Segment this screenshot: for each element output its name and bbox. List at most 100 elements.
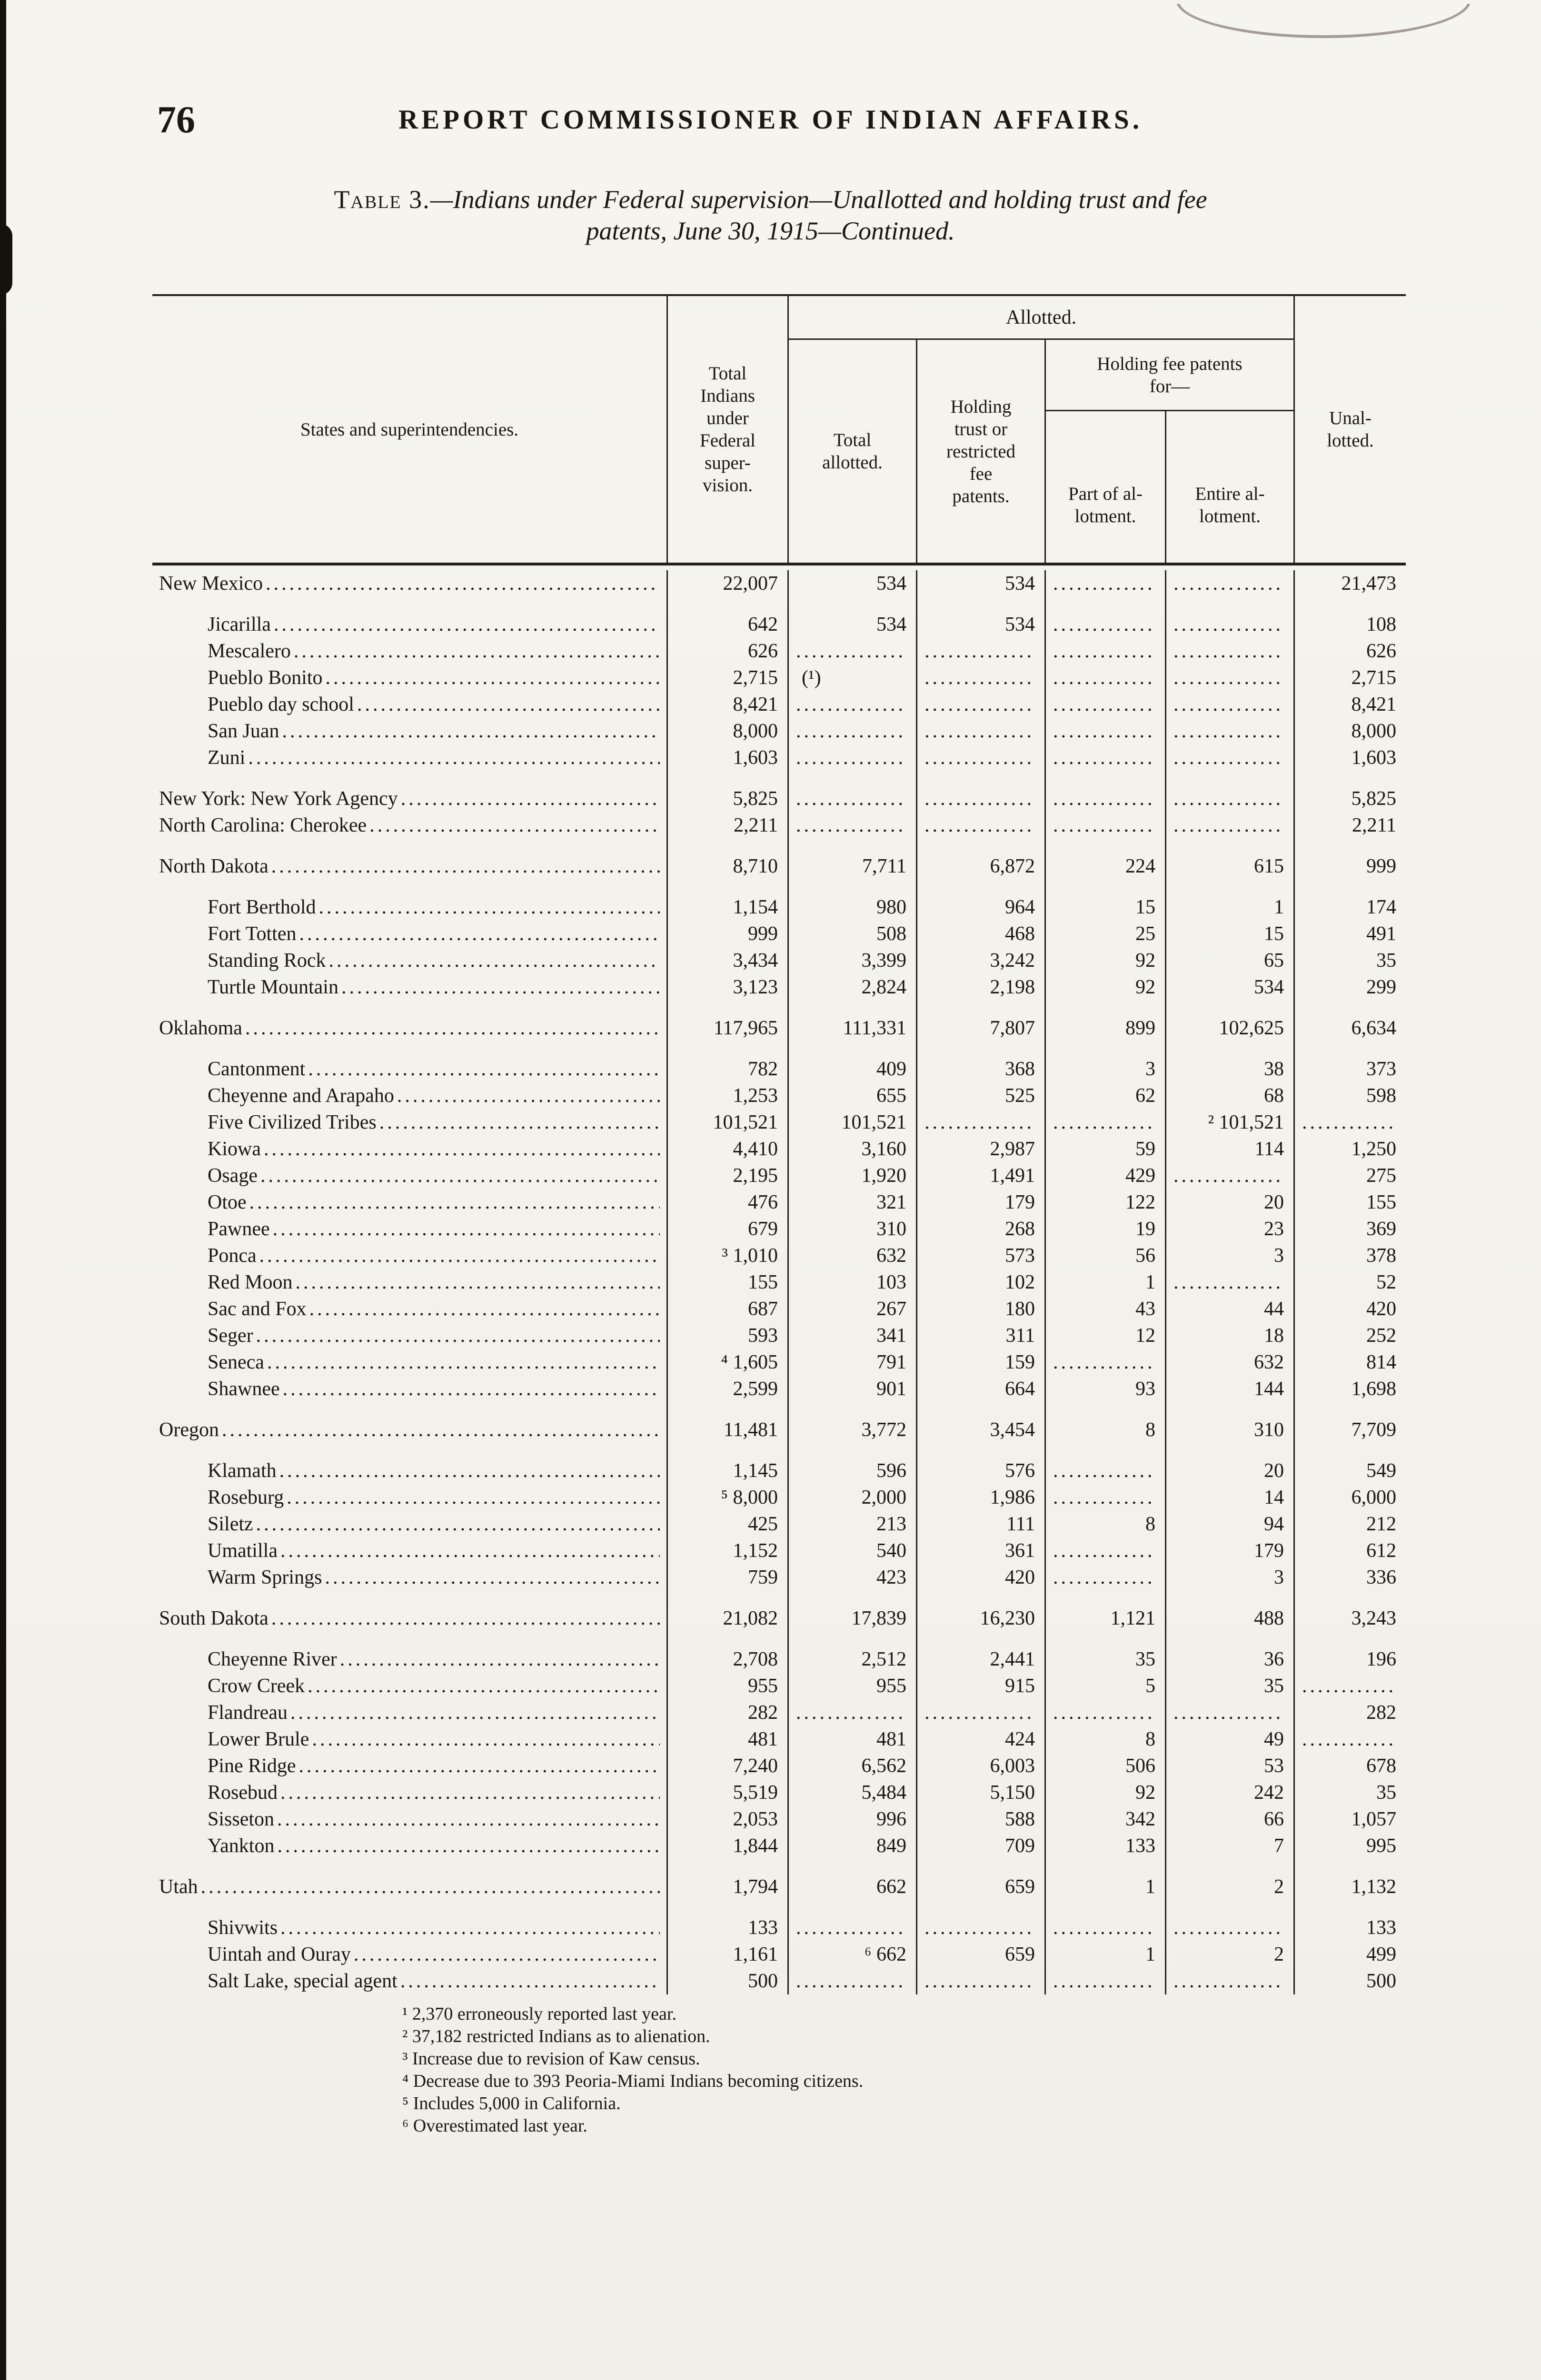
row-label: Pueblo day school xyxy=(208,694,354,715)
column-rule xyxy=(1165,570,1166,1994)
value-cell: 1,154 xyxy=(733,896,778,918)
empty-cell-dots xyxy=(796,1699,906,1726)
value-cell: 3,772 xyxy=(861,1419,907,1441)
dot-leader xyxy=(341,974,660,1001)
value-cell: 12 xyxy=(1135,1325,1155,1347)
value-cell: 534 xyxy=(876,573,906,595)
value-cell: 19 xyxy=(1135,1218,1155,1240)
empty-cell-dots xyxy=(1053,1109,1155,1136)
empty-cell-dots xyxy=(1173,812,1284,839)
empty-cell-dots xyxy=(1053,1564,1155,1591)
data-table: States and superintendencies. Total Indi… xyxy=(152,294,1406,1994)
value-cell: 996 xyxy=(876,1808,906,1830)
value-cell: 995 xyxy=(1366,1835,1396,1857)
value-cell: 534 xyxy=(876,614,906,635)
value-cell: 3,160 xyxy=(861,1138,907,1160)
empty-cell-dots xyxy=(1053,812,1155,839)
table-title-line1: Table 3.—Indians under Federal supervisi… xyxy=(0,184,1541,215)
value-cell: 378 xyxy=(1366,1245,1396,1267)
value-cell: 2,708 xyxy=(733,1648,778,1670)
table-row: Jicarilla 642 534 534 108 xyxy=(152,611,1406,638)
row-label: Umatilla xyxy=(208,1540,278,1562)
value-cell xyxy=(787,1699,916,1726)
value-cell: 268 xyxy=(1005,1218,1035,1240)
empty-cell-dots xyxy=(1173,1968,1284,1994)
value-cell: 6,872 xyxy=(990,855,1035,877)
value-cell: 1,161 xyxy=(733,1944,778,1965)
value-cell: 2,211 xyxy=(734,814,778,836)
value-cell xyxy=(1165,785,1293,812)
value-cell: 3 xyxy=(1274,1567,1284,1588)
dot-leader xyxy=(308,1673,660,1699)
row-label: Sisseton xyxy=(208,1808,275,1830)
row-label-cell: Cheyenne River xyxy=(152,1646,666,1673)
value-cell: 955 xyxy=(876,1675,906,1697)
table-row: Otoe 476 321 179 122 20 155 xyxy=(152,1189,1406,1216)
row-label: Otoe xyxy=(208,1191,247,1213)
value-cell: 18 xyxy=(1264,1325,1284,1347)
value-cell xyxy=(1165,718,1293,744)
value-cell: 310 xyxy=(1254,1419,1284,1441)
row-label: Oklahoma xyxy=(159,1017,242,1039)
value-cell: 267 xyxy=(876,1298,906,1320)
value-cell: 476 xyxy=(748,1191,778,1213)
column-rule xyxy=(787,570,789,1994)
empty-cell-dots xyxy=(1173,691,1284,718)
row-label-cell: Turtle Mountain xyxy=(152,974,666,1001)
col-group-fee-patents: Holding fee patents for— Part of al- lot… xyxy=(1044,340,1293,563)
row-label: Fort Totten xyxy=(208,923,297,945)
footnote: ¹ 2,370 erroneously reported last year. xyxy=(402,2004,676,2024)
empty-cell-dots xyxy=(1302,1726,1396,1753)
table-row: Cantonment 782 409 368 3 38 373 xyxy=(152,1056,1406,1082)
value-cell: 114 xyxy=(1254,1138,1284,1160)
row-label-cell: Oregon xyxy=(152,1417,666,1443)
footnote: ⁴ Decrease due to 393 Peoria-Miami India… xyxy=(402,2071,864,2091)
value-cell: 980 xyxy=(876,896,906,918)
row-label: Cheyenne and Arapaho xyxy=(208,1085,394,1107)
value-cell: 1,986 xyxy=(990,1487,1035,1508)
footnotes: ¹ 2,370 erroneously reported last year. ²… xyxy=(402,2003,1541,2137)
table-row: New York: New York Agency 5,825 5,825 xyxy=(152,785,1406,812)
row-label: Red Moon xyxy=(208,1271,293,1293)
empty-cell-dots xyxy=(1053,1914,1155,1941)
row-label-cell: Pueblo day school xyxy=(152,691,666,718)
value-cell xyxy=(1044,611,1165,638)
row-label: Zuni xyxy=(208,747,246,769)
table-title-line2: patents, June 30, 1915—Continued. xyxy=(586,217,955,245)
row-label: Pine Ridge xyxy=(208,1755,296,1777)
row-label-cell: Jicarilla xyxy=(152,611,666,638)
empty-cell-dots xyxy=(925,1914,1035,1941)
value-cell: 25 xyxy=(1135,923,1155,945)
value-cell: 122 xyxy=(1125,1191,1155,1213)
table-row: Seger 593 341 311 12 18 252 xyxy=(152,1322,1406,1349)
value-cell: 598 xyxy=(1366,1085,1396,1107)
dot-leader xyxy=(397,1082,660,1109)
row-group: Oregon 11,481 3,772 3,454 8 310 7,709 xyxy=(152,1417,1406,1443)
row-label: Sac and Fox xyxy=(208,1298,307,1320)
dot-leader xyxy=(283,1376,660,1402)
table-row: Roseburg ⁵ 8,000 2,000 1,986 14 6,000 xyxy=(152,1484,1406,1511)
value-cell: 576 xyxy=(1005,1460,1035,1482)
value-cell: 7,240 xyxy=(733,1755,778,1777)
value-cell: 662 xyxy=(876,1876,906,1898)
empty-cell-dots xyxy=(796,1968,906,1994)
row-label-cell: Roseburg xyxy=(152,1484,666,1511)
value-cell: 423 xyxy=(876,1567,906,1588)
row-label: Uintah and Ouray xyxy=(208,1944,351,1965)
empty-cell-dots xyxy=(1053,744,1155,771)
value-cell xyxy=(916,1109,1044,1136)
row-label-cell: Osage xyxy=(152,1162,666,1189)
row-label: Jicarilla xyxy=(208,614,271,635)
table-row: Pueblo day school 8,421 8,421 xyxy=(152,691,1406,718)
row-label-cell: Crow Creek xyxy=(152,1673,666,1699)
table-row: Kiowa 4,410 3,160 2,987 59 114 1,250 xyxy=(152,1136,1406,1162)
footnote: ⁵ Includes 5,000 in California. xyxy=(402,2093,621,2113)
value-cell: 632 xyxy=(1254,1351,1284,1373)
value-cell: 68 xyxy=(1264,1085,1284,1107)
value-cell: 1,152 xyxy=(733,1540,778,1562)
value-cell: 488 xyxy=(1254,1607,1284,1629)
row-group: Klamath 1,145 596 576 20 549 Roseburg ⁵ 8,000 2,… xyxy=(152,1458,1406,1591)
value-cell: 15 xyxy=(1264,923,1284,945)
row-label-cell: Cantonment xyxy=(152,1056,666,1082)
value-cell: 5,484 xyxy=(861,1782,907,1804)
